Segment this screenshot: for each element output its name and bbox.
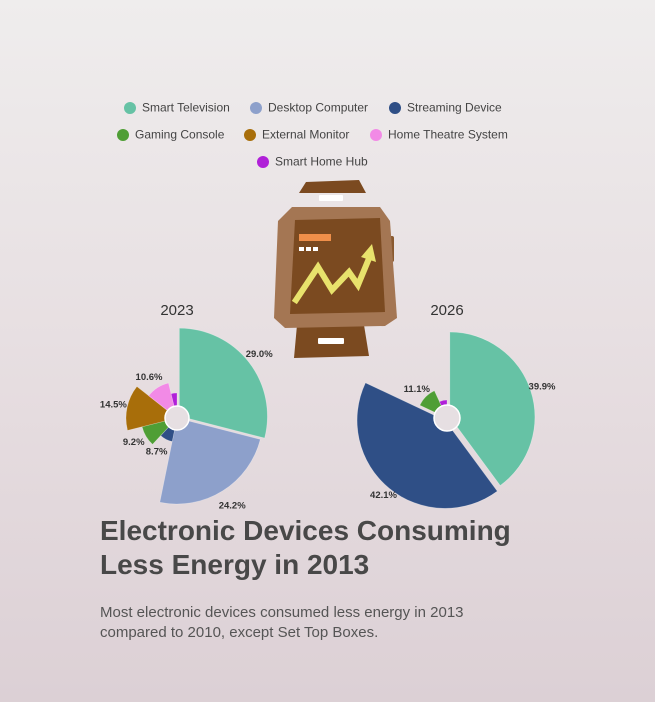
legend-swatch xyxy=(257,156,269,168)
legend-swatch xyxy=(124,102,136,114)
legend-swatch xyxy=(117,129,129,141)
chart-legend: Smart Television Desktop Computer Streamin… xyxy=(117,101,508,169)
pie-slice-label: 24.2% xyxy=(219,501,246,512)
legend-label: Home Theatre System xyxy=(388,128,508,142)
pie-slice-label: 14.5% xyxy=(100,400,127,411)
legend-item-desktop-computer: Desktop Computer xyxy=(250,101,368,115)
legend-swatch xyxy=(244,129,256,141)
pie-charts: 2023 29.0% 24.2% 8.7%9.2% 14.5% 10.6% 2026 39.9… xyxy=(100,302,556,512)
legend-label: Gaming Console xyxy=(135,128,225,142)
pie-center-hole xyxy=(164,405,190,431)
infographic-subtitle: Most electronic devices consumed less en… xyxy=(100,604,464,641)
pie-center-hole xyxy=(433,404,461,432)
legend-label: Smart Home Hub xyxy=(275,155,368,169)
legend-item-streaming-device: Streaming Device xyxy=(389,101,502,115)
pie-chart-2023: 2023 29.0% 24.2% 8.7%9.2% 14.5% 10.6% xyxy=(100,302,273,512)
pie-title: 2023 xyxy=(160,302,193,319)
pie-slice-smart-television xyxy=(449,331,536,486)
pie-slice-label: 9.2% xyxy=(123,437,145,448)
legend-item-smart-home-hub: Smart Home Hub xyxy=(257,155,368,169)
pie-slice-label: 39.9% xyxy=(529,381,556,392)
legend-label: Smart Television xyxy=(142,101,230,115)
legend-item-home-theatre-system: Home Theatre System xyxy=(370,128,508,142)
legend-item-smart-television: Smart Television xyxy=(124,101,230,115)
legend-swatch xyxy=(250,102,262,114)
pie-slice-label: 8.7% xyxy=(146,447,168,458)
legend-swatch xyxy=(389,102,401,114)
pie-slice-label: 10.6% xyxy=(136,372,163,383)
legend-item-external-monitor: External Monitor xyxy=(244,128,349,142)
legend-swatch xyxy=(370,129,382,141)
pie-slice-label: 11.1% xyxy=(404,384,431,395)
pie-slice-label: 42.1% xyxy=(370,490,397,501)
pie-title: 2026 xyxy=(430,302,463,319)
smartwatch-trend-icon xyxy=(274,180,397,358)
legend-label: External Monitor xyxy=(262,128,349,142)
pie-slice-external-monitor xyxy=(125,386,178,431)
legend-label: Streaming Device xyxy=(407,101,502,115)
legend-label: Desktop Computer xyxy=(268,101,368,115)
pie-slice-streaming-device xyxy=(356,382,498,509)
pie-slice-smart-television xyxy=(179,327,268,439)
pie-slice-desktop-computer xyxy=(159,417,261,505)
legend-item-gaming-console: Gaming Console xyxy=(117,128,225,142)
pie-chart-2026: 2026 39.9% 42.1% 11.1% xyxy=(356,302,556,509)
infographic-headline: Electronic Devices Consuming Less Energy… xyxy=(100,515,511,580)
pie-slice-label: 29.0% xyxy=(246,349,273,360)
